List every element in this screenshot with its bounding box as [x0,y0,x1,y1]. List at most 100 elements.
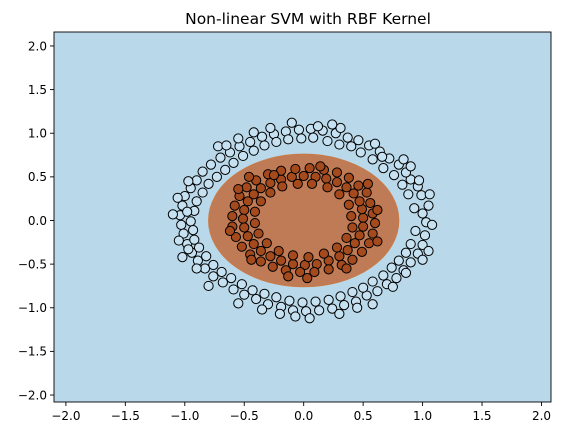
outer-point-133 [233,133,244,144]
outer-point-69 [334,139,345,150]
outer-point-24 [205,159,217,170]
outer-point-122 [304,313,315,324]
outer-point-91 [216,266,227,278]
outer-point-135 [183,244,194,255]
outer-point-51 [372,286,383,297]
inner-point-53 [267,261,278,272]
outer-point-79 [220,164,231,175]
inner-point-85 [268,170,280,181]
outer-point-2 [423,200,434,211]
inner-point-80 [318,248,330,259]
inner-point-20 [255,245,266,257]
inner-point-68 [306,178,318,189]
y-tick-label: −0.5 [18,257,47,271]
outer-point-114 [286,117,297,128]
y-tick-label: 2.0 [28,39,47,53]
outer-point-90 [208,259,219,271]
outer-point-120 [203,280,214,292]
inner-point-40 [290,163,301,175]
inner-point-82 [341,232,352,244]
outer-point-95 [259,288,270,299]
outer-point-47 [327,303,338,314]
inner-point-67 [322,182,333,193]
outer-point-38 [217,277,228,288]
outer-point-143 [173,235,184,246]
inner-point-77 [273,245,284,257]
outer-point-74 [271,136,282,148]
outer-point-140 [405,161,416,172]
inner-point-73 [249,206,261,217]
outer-point-130 [413,175,425,186]
x-tick-label: 1.0 [413,409,432,423]
inner-point-3 [348,188,359,199]
x-axis: −2.0 −1.5 −1.0 −0.5 0.0 0.5 1.0 1.5 2.0 [51,402,551,423]
outer-point-129 [290,311,301,322]
outer-point-137 [334,308,345,319]
outer-point-144 [274,308,286,319]
outer-point-40 [239,289,250,300]
y-axis: −2.0 −1.5 −1.0 −0.5 0.0 0.5 1.0 1.5 2.0 [18,39,54,402]
inner-point-75 [253,228,264,239]
inner-point-14 [242,196,253,207]
inner-point-72 [255,196,266,207]
inner-point-55 [295,266,306,278]
outer-point-39 [228,284,239,295]
inner-point-92 [315,161,326,172]
outer-point-134 [182,206,193,217]
outer-point-126 [327,119,338,130]
outer-point-82 [197,187,208,198]
outer-point-99 [310,296,321,307]
inner-point-2 [354,196,365,207]
outer-point-127 [265,122,276,134]
outer-point-36 [199,263,211,274]
inner-point-71 [265,187,276,198]
inner-point-66 [334,189,345,200]
inner-point-39 [304,163,315,174]
outer-point-109 [405,238,416,250]
x-tick-label: −0.5 [230,409,259,423]
outer-point-71 [308,132,319,143]
inner-point-59 [347,254,358,265]
x-tick-label: 0.5 [354,409,373,423]
plot-frame [53,31,552,403]
inner-point-36 [343,172,354,183]
outer-class-points [167,117,438,324]
outer-point-26 [191,175,202,186]
y-tick-label: 0.0 [28,214,47,228]
outer-point-108 [400,247,412,258]
outer-point-94 [247,285,258,296]
outer-point-121 [256,304,268,315]
outer-point-60 [409,203,420,214]
outer-point-125 [417,254,428,265]
x-tick-label: 0.0 [294,409,313,423]
inner-point-17 [239,222,250,233]
y-tick-label: 1.5 [28,83,47,97]
inner-point-62 [367,228,378,239]
outer-point-100 [323,294,334,306]
inner-point-57 [323,264,334,275]
y-tick-label: 0.5 [28,170,47,184]
inner-point-52 [255,256,266,267]
outer-point-139 [423,245,434,257]
outer-point-113 [335,122,346,134]
inner-point-88 [246,254,257,265]
outer-point-25 [197,166,208,177]
outer-point-65 [378,163,389,174]
inner-point-33 [365,197,376,209]
outer-point-57 [417,239,428,251]
inner-point-63 [369,218,381,229]
outer-point-53 [391,272,402,284]
outer-point-37 [208,271,219,282]
outer-point-23 [215,152,226,163]
inner-point-5 [331,176,343,188]
outer-point-67 [355,147,366,158]
inner-point-90 [341,263,352,274]
outer-point-118 [167,209,178,220]
inner-point-78 [287,250,299,261]
outer-point-55 [405,257,416,268]
outer-point-63 [397,179,408,190]
outer-point-138 [400,267,412,278]
outer-point-48 [339,300,350,311]
inner-point-89 [302,272,313,284]
outer-point-110 [424,189,435,200]
